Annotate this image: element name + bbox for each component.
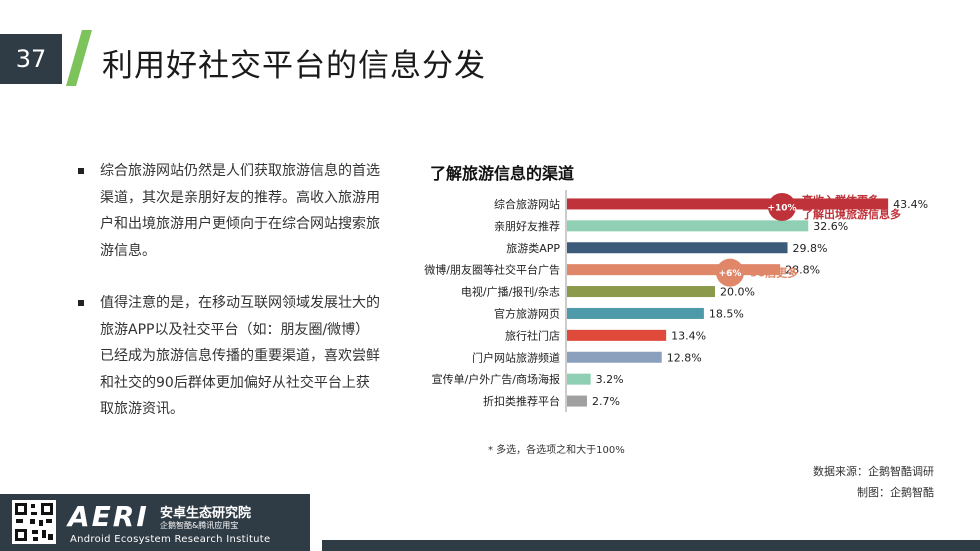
category-label: 电视/广播/报刊/杂志 (461, 285, 560, 299)
bullet-list: 综合旅游网站仍然是人们获取旅游信息的首选渠道，其次是亲朋好友的推荐。高收入旅游用… (78, 158, 383, 449)
bar (567, 329, 667, 341)
value-label: 28.8% (785, 264, 820, 277)
slide-number: 37 (0, 34, 62, 84)
annotation-badge-text: +10% (767, 203, 796, 213)
value-label: 18.5% (709, 307, 744, 320)
bar (567, 264, 781, 276)
category-label: 折扣类推荐平台 (483, 394, 560, 408)
category-label: 综合旅游网站 (494, 197, 560, 211)
bullet-marker (78, 168, 84, 174)
category-label: 旅游类APP (506, 241, 560, 255)
bullet-item: 值得注意的是，在移动互联网领域发展壮大的旅游APP以及社交平台（如：朋友圈/微博… (78, 290, 383, 423)
category-label: 亲朋好友推荐 (494, 219, 560, 233)
category-label: 宣传单/户外广告/商场海报 (432, 372, 560, 386)
bar (567, 286, 715, 298)
bar-chart: 综合旅游网站 43.4% 亲朋好友推荐 32.6% 旅游类APP 29.8% 微博/朋友圈等… (424, 190, 928, 412)
aeri-logo: AERI (68, 500, 149, 533)
category-label: 门户网站旅游频道 (472, 350, 560, 364)
footer-line (322, 540, 980, 551)
bar (567, 307, 704, 319)
category-label: 旅行社门店 (505, 328, 560, 342)
annotation-badge (716, 258, 744, 287)
value-label: 2.7% (592, 395, 620, 408)
annotation-badge-text: +6% (719, 269, 742, 279)
org-subtitle: 企鹅智酷&腾讯应用宝 (160, 521, 239, 530)
qr-code-icon (12, 500, 56, 544)
annotation-text: 高收入群体更多， (802, 193, 890, 207)
bar (567, 373, 591, 385)
org-name-en: Android Ecosystem Research Institute (70, 534, 271, 545)
bullet-text: 值得注意的是，在移动互联网领域发展壮大的旅游APP以及社交平台（如：朋友圈/微博… (100, 295, 380, 417)
data-source: 数据来源：企鹅智酷调研 (813, 465, 934, 478)
bar (567, 198, 889, 210)
bar (567, 242, 788, 254)
chart-footnote: * 多选，各选项之和大于100% (488, 445, 625, 456)
bar (567, 395, 587, 407)
value-label: 29.8% (793, 242, 828, 255)
bullet-item: 综合旅游网站仍然是人们获取旅游信息的首选渠道，其次是亲朋好友的推荐。高收入旅游用… (78, 158, 383, 264)
chart-credit: 制图：企鹅智酷 (857, 486, 934, 499)
annotation-text: 了解出境旅游信息多 (802, 207, 901, 221)
bar (567, 351, 662, 363)
value-label: 43.4% (893, 198, 928, 211)
value-label: 13.4% (671, 329, 706, 342)
category-label: 官方旅游网页 (494, 306, 560, 320)
value-label: 3.2% (596, 373, 624, 386)
page-title: 利用好社交平台的信息分发 (102, 48, 486, 84)
bar (567, 220, 809, 232)
org-name-cn: 安卓生态研究院 (160, 506, 252, 521)
chart-title: 了解旅游信息的渠道 (430, 164, 575, 183)
accent-slash (66, 30, 92, 86)
annotation-text: 90后更多 (750, 266, 798, 280)
category-label: 微博/朋友圈等社交平台广告 (424, 263, 560, 277)
bullet-marker (78, 300, 84, 306)
value-label: 12.8% (667, 351, 702, 364)
value-label: 20.0% (720, 286, 755, 299)
bullet-text: 综合旅游网站仍然是人们获取旅游信息的首选渠道，其次是亲朋好友的推荐。高收入旅游用… (100, 163, 380, 259)
annotation-badge (768, 192, 796, 221)
value-label: 32.6% (813, 220, 848, 233)
